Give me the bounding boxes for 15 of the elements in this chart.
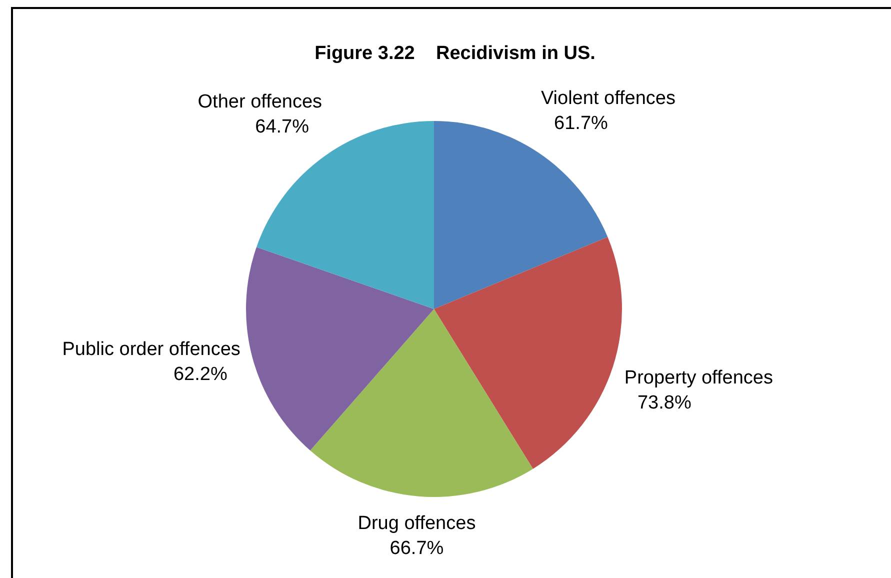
pie-slice [310,309,534,497]
data-label: 73.8% [637,392,692,414]
pie-slice [246,247,434,450]
slice-label: Violent offences [540,88,676,109]
pie-slice [434,237,622,469]
slice-label: Property offences [624,368,773,389]
chart-title: Figure 3.22 Recidivism in US. [314,43,596,64]
slice-label: Other offences [198,91,322,112]
slice-label: Public order offences [62,338,240,360]
data-label: 61.7% [554,112,608,134]
data-label: 66.7% [390,538,444,559]
pie-slice [256,121,434,309]
data-label: 64.7% [255,116,310,138]
data-label: 62.2% [173,364,228,385]
slice-label: Drug offences [358,512,476,534]
